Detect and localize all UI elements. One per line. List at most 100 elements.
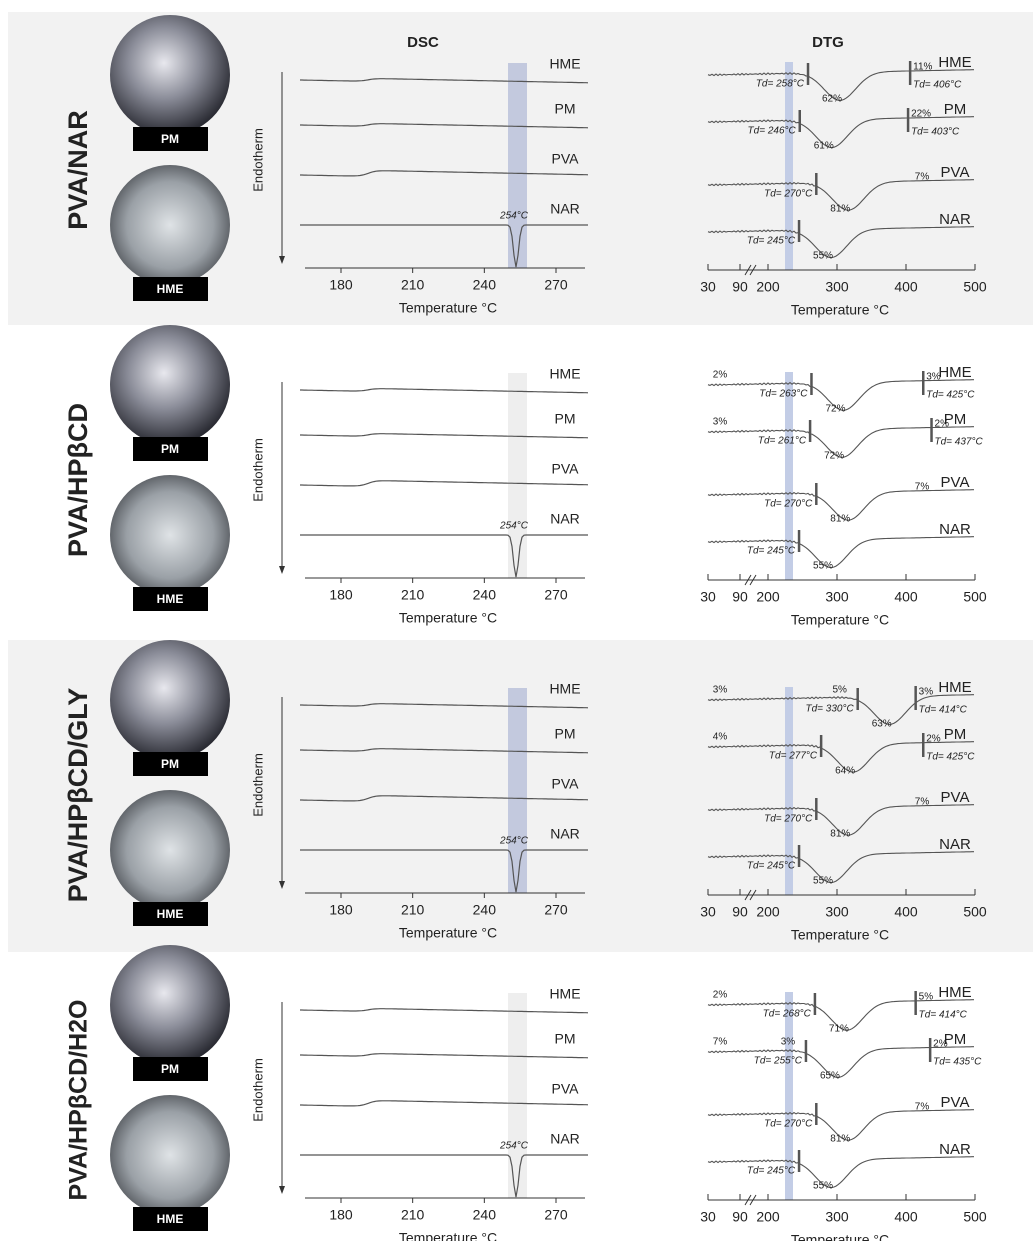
mass-loss: 65% bbox=[820, 1071, 840, 1082]
mass-loss: 4% bbox=[713, 732, 728, 743]
mass-loss: 55% bbox=[813, 251, 833, 262]
photo-label: HME bbox=[157, 282, 184, 296]
td-label: Td= 258°C bbox=[756, 79, 805, 90]
figure: DSCDTGPVA/NARPMHMEEndotherm180210240270T… bbox=[0, 0, 1033, 1241]
mass-loss: 7% bbox=[915, 482, 930, 493]
arrow-head bbox=[279, 566, 285, 574]
mass-loss: 61% bbox=[814, 141, 834, 152]
curve-label: NAR bbox=[550, 201, 580, 217]
peak-band bbox=[508, 373, 527, 578]
td-label: Td= 270°C bbox=[764, 814, 813, 825]
photo-label: HME bbox=[157, 1212, 184, 1226]
mass-loss: 72% bbox=[824, 451, 844, 462]
sample-photo bbox=[110, 165, 230, 285]
mass-loss: 63% bbox=[872, 719, 892, 730]
td-label: Td= 406°C bbox=[913, 80, 962, 91]
mass-loss: 64% bbox=[835, 766, 855, 777]
dsc-curve bbox=[300, 1155, 588, 1197]
x-axis-label: Temperature °C bbox=[399, 300, 497, 316]
x-tick-label: 210 bbox=[401, 587, 425, 603]
x-tick-label: 300 bbox=[825, 904, 849, 920]
x-tick-label: 30 bbox=[700, 279, 716, 295]
x-axis-label: Temperature °C bbox=[791, 1232, 889, 1241]
curve-label: PVA bbox=[941, 164, 970, 181]
curve-label: PM bbox=[944, 101, 967, 118]
x-tick-label: 180 bbox=[329, 587, 353, 603]
x-tick-label: 90 bbox=[732, 279, 748, 295]
x-tick-label: 300 bbox=[825, 1209, 849, 1225]
mass-loss: 3% bbox=[919, 687, 934, 698]
peak-band bbox=[508, 688, 527, 893]
dsc-title: DSC bbox=[407, 34, 439, 51]
panel-label: PVA/HPβCD/GLY bbox=[63, 688, 93, 903]
td-label: Td= 414°C bbox=[919, 705, 968, 716]
curve-label: HME bbox=[549, 56, 580, 72]
x-tick-label: 180 bbox=[329, 277, 353, 293]
td-label: Td= 403°C bbox=[911, 127, 960, 138]
mass-loss: 11% bbox=[913, 62, 932, 73]
td-label: Td= 255°C bbox=[754, 1056, 803, 1067]
x-tick-label: 200 bbox=[756, 1209, 780, 1225]
mass-loss: 3% bbox=[713, 417, 728, 428]
td-label: Td= 246°C bbox=[748, 126, 797, 137]
td-label: Td= 268°C bbox=[763, 1009, 812, 1020]
td-label: Td= 414°C bbox=[919, 1010, 968, 1021]
x-tick-label: 270 bbox=[544, 587, 568, 603]
mass-loss: 81% bbox=[830, 829, 850, 840]
x-tick-label: 400 bbox=[894, 904, 918, 920]
photo-label: PM bbox=[161, 132, 179, 146]
sample-photo bbox=[110, 790, 230, 910]
sample-photo bbox=[110, 325, 230, 445]
mass-loss: 55% bbox=[813, 561, 833, 572]
curve-label: NAR bbox=[550, 511, 580, 527]
photo-label: PM bbox=[161, 757, 179, 771]
dsc-curve bbox=[300, 1101, 588, 1106]
peak-label: 254°C bbox=[499, 521, 529, 532]
y-axis-label: Endotherm bbox=[250, 753, 265, 817]
curve-label: HME bbox=[938, 364, 971, 381]
td-label: Td= 270°C bbox=[764, 1119, 813, 1130]
curve-label: HME bbox=[549, 986, 580, 1002]
td-label: Td= 261°C bbox=[758, 436, 807, 447]
x-axis-label: Temperature °C bbox=[399, 1230, 497, 1241]
curve-label: NAR bbox=[550, 1131, 580, 1147]
y-axis-label: Endotherm bbox=[250, 438, 265, 502]
x-tick-label: 240 bbox=[473, 902, 497, 918]
mass-loss: 55% bbox=[813, 876, 833, 887]
dtg-title: DTG bbox=[812, 34, 844, 51]
x-tick-label: 90 bbox=[732, 1209, 748, 1225]
curve-label: HME bbox=[938, 679, 971, 696]
photo-label: HME bbox=[157, 592, 184, 606]
td-label: Td= 245°C bbox=[747, 861, 796, 872]
mass-loss: 3% bbox=[926, 372, 941, 383]
mass-loss: 62% bbox=[822, 94, 842, 105]
td-label: Td= 245°C bbox=[747, 546, 796, 557]
x-tick-label: 400 bbox=[894, 279, 918, 295]
peak-band bbox=[508, 993, 527, 1198]
curve-label: PVA bbox=[941, 1094, 970, 1111]
x-tick-label: 500 bbox=[963, 1209, 987, 1225]
curve-label: NAR bbox=[939, 836, 971, 853]
mass-loss: 22% bbox=[911, 109, 931, 120]
x-tick-label: 270 bbox=[544, 902, 568, 918]
td-label: Td= 437°C bbox=[935, 437, 984, 448]
mass-loss: 7% bbox=[713, 1037, 728, 1048]
x-axis-label: Temperature °C bbox=[791, 927, 889, 943]
sample-photo bbox=[110, 640, 230, 760]
peak-label: 254°C bbox=[499, 1141, 529, 1152]
x-axis-label: Temperature °C bbox=[791, 612, 889, 628]
sample-photo bbox=[110, 1095, 230, 1215]
curve-label: NAR bbox=[550, 826, 580, 842]
td-label: Td= 245°C bbox=[747, 1166, 796, 1177]
x-axis-label: Temperature °C bbox=[399, 925, 497, 941]
dsc-curve bbox=[300, 535, 588, 577]
panel-label: PVA/HPβCD/H2O bbox=[65, 1000, 93, 1201]
mass-loss: 2% bbox=[935, 419, 950, 430]
curve-label: HME bbox=[938, 984, 971, 1001]
td-label: Td= 425°C bbox=[926, 752, 975, 763]
x-axis-label: Temperature °C bbox=[399, 610, 497, 626]
x-tick-label: 210 bbox=[401, 277, 425, 293]
curve-label: PVA bbox=[552, 776, 580, 792]
x-tick-label: 210 bbox=[401, 1207, 425, 1223]
td-label: Td= 277°C bbox=[769, 751, 818, 762]
